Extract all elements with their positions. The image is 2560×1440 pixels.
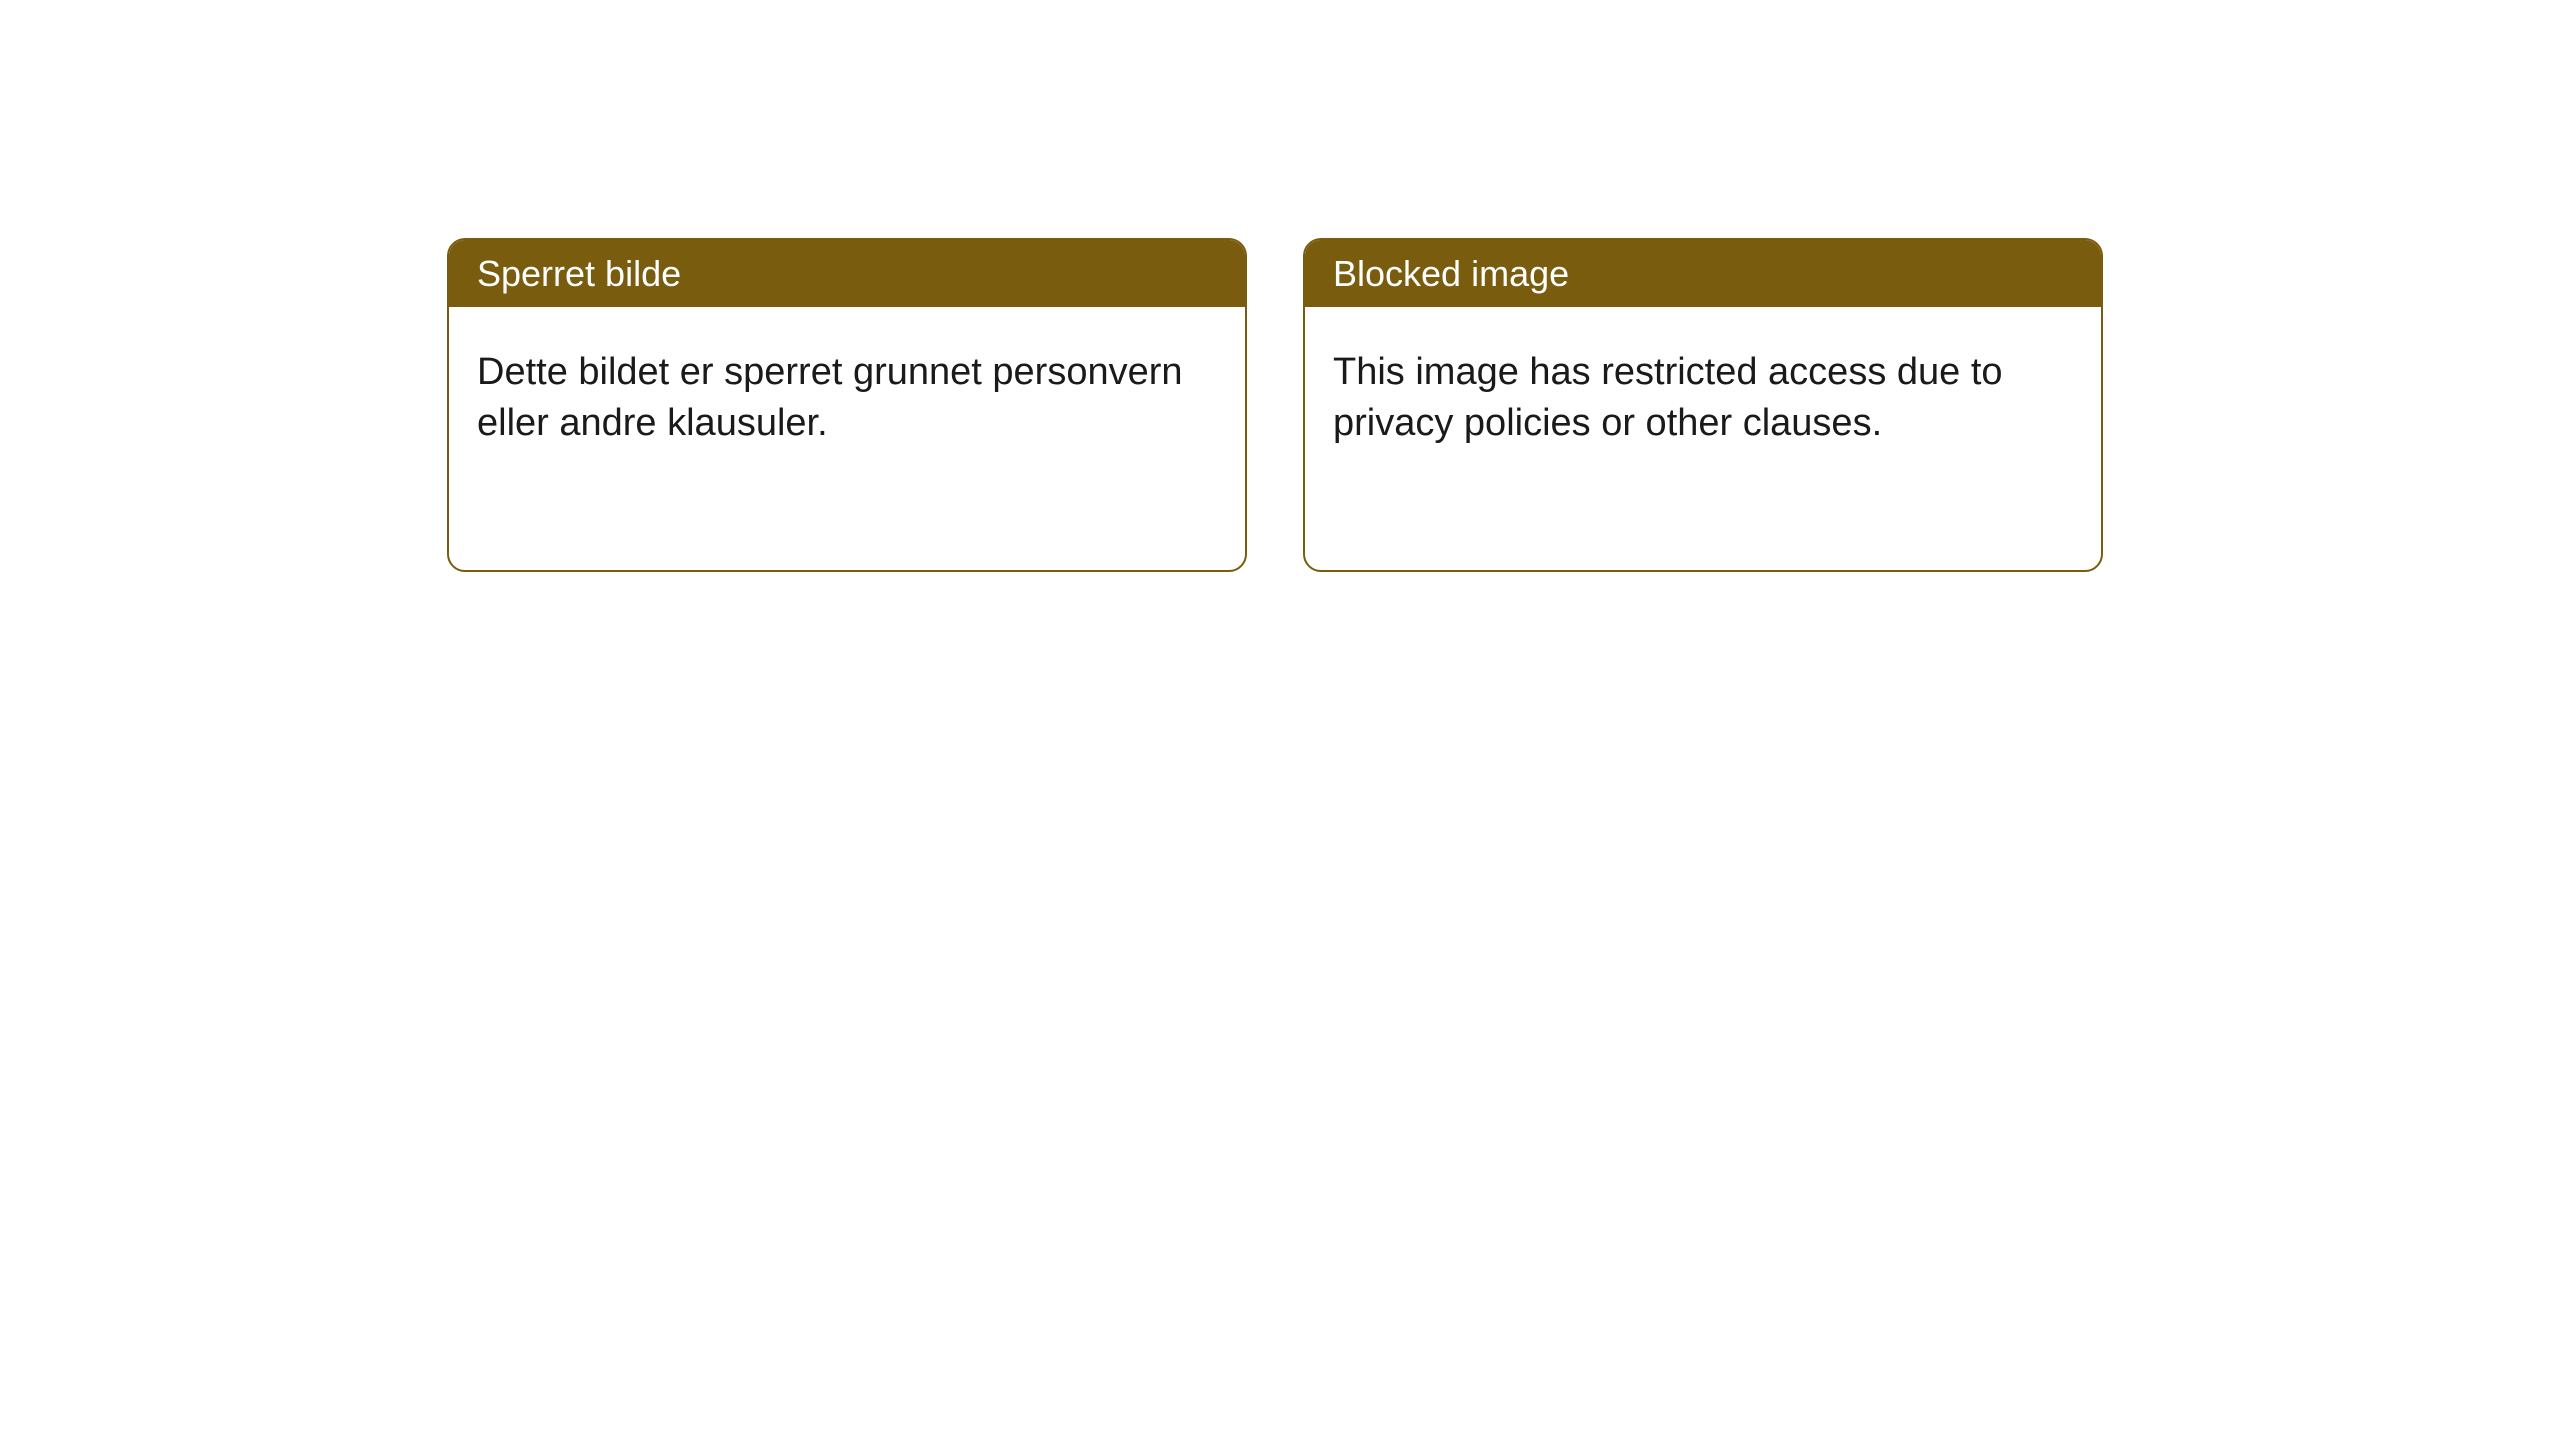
- notice-container: Sperret bilde Dette bildet er sperret gr…: [0, 0, 2560, 572]
- notice-card-english: Blocked image This image has restricted …: [1303, 238, 2103, 572]
- notice-title-english: Blocked image: [1333, 253, 1569, 294]
- notice-text-norwegian: Dette bildet er sperret grunnet personve…: [477, 351, 1183, 444]
- notice-body-english: This image has restricted access due to …: [1305, 307, 2101, 490]
- notice-text-english: This image has restricted access due to …: [1333, 351, 2003, 444]
- notice-title-norwegian: Sperret bilde: [477, 253, 681, 294]
- notice-header-english: Blocked image: [1305, 240, 2101, 307]
- notice-header-norwegian: Sperret bilde: [449, 240, 1245, 307]
- notice-card-norwegian: Sperret bilde Dette bildet er sperret gr…: [447, 238, 1247, 572]
- notice-body-norwegian: Dette bildet er sperret grunnet personve…: [449, 307, 1245, 490]
